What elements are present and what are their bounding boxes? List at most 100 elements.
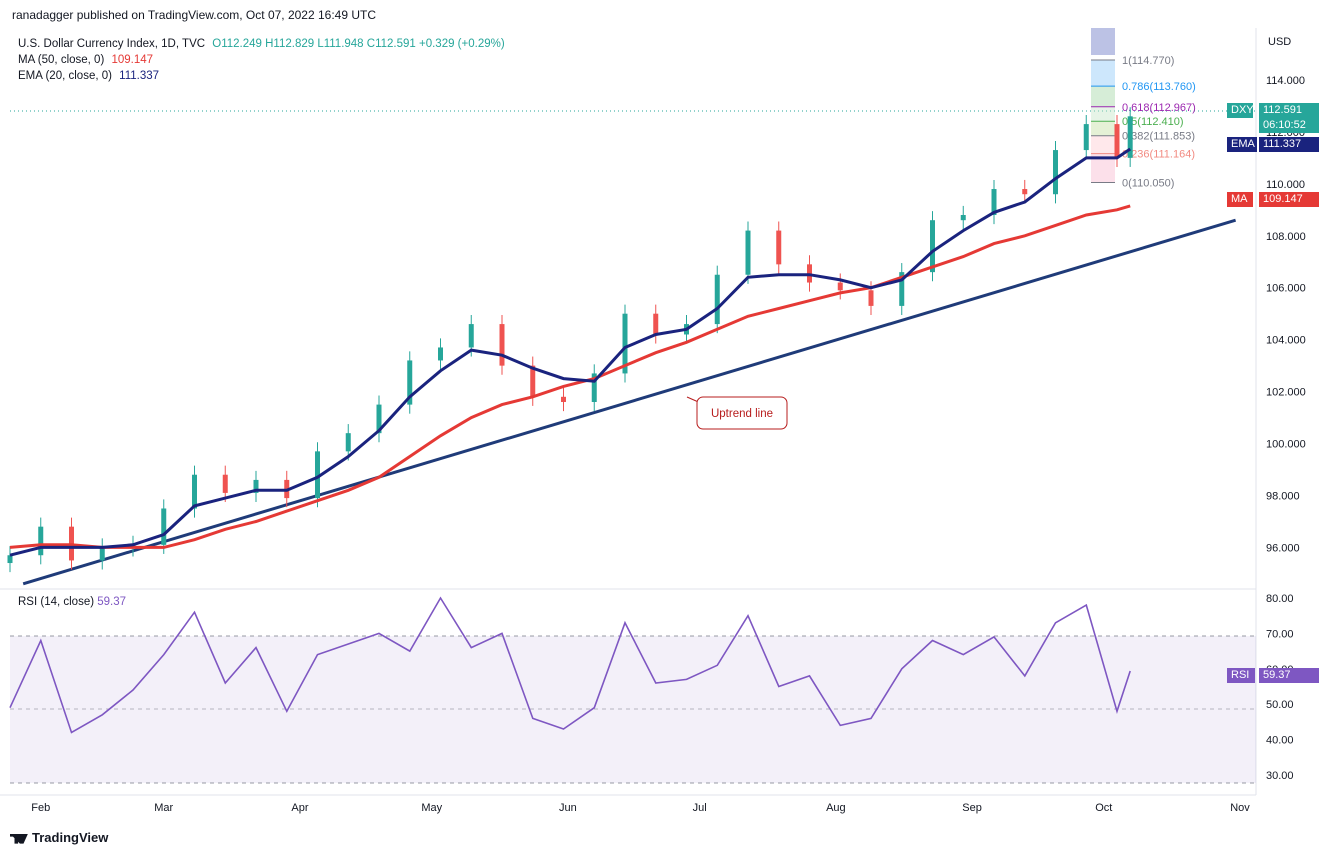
fib-zone xyxy=(1091,59,1115,87)
candle-body xyxy=(622,313,628,374)
candle-body xyxy=(376,404,382,434)
candle-body xyxy=(1053,150,1058,195)
fib-zone xyxy=(1091,121,1115,136)
fib-level-label: 0(110.050) xyxy=(1122,178,1174,190)
candle-body xyxy=(714,274,720,325)
ma-badge-label: MA xyxy=(1227,192,1253,207)
price-tick-label: 98.000 xyxy=(1266,491,1300,503)
annotation-text: Uptrend line xyxy=(711,408,773,420)
price-tick-label: 114.000 xyxy=(1266,75,1305,87)
candlestick-series xyxy=(7,107,1133,573)
price-tick-label: 100.000 xyxy=(1266,439,1306,451)
price-tick-label: 110.000 xyxy=(1266,179,1305,191)
rsi-tick-label: 70.00 xyxy=(1266,628,1294,640)
rsi-legend-label[interactable]: RSI (14, close) xyxy=(18,596,95,608)
ema-legend-label[interactable]: EMA (20, close, 0) xyxy=(18,70,112,82)
candle-body xyxy=(438,347,443,361)
ema-line[interactable] xyxy=(9,147,1132,557)
rsi-legend-value: 59.37 xyxy=(97,596,127,608)
month-tick-label: Sep xyxy=(962,802,982,814)
currency-label: USD xyxy=(1268,36,1291,48)
month-tick-label: Jul xyxy=(693,802,707,814)
tradingview-brand: TradingView xyxy=(32,830,109,845)
rsi-badge-value: 59.37 xyxy=(1259,668,1319,683)
candle-body xyxy=(253,479,259,493)
candle-body xyxy=(345,433,351,452)
publisher-line: ranadagger published on TradingView.com,… xyxy=(12,8,377,22)
time-axis[interactable]: Feb Mar Apr May Jun Jul Aug Sep Oct Nov xyxy=(31,802,1250,814)
candle-body xyxy=(899,272,905,306)
dxy-badge-label: DXY xyxy=(1227,103,1254,118)
chart-legend: U.S. Dollar Currency Index, 1D, TVC O112… xyxy=(18,36,509,84)
price-tick-label: 104.000 xyxy=(1266,335,1306,347)
candle-body xyxy=(1127,116,1133,158)
price-tick-label: 108.000 xyxy=(1266,231,1306,243)
candle-body xyxy=(499,324,505,366)
candle-body xyxy=(530,365,536,397)
fib-zone xyxy=(1091,106,1115,122)
price-tick-label: 106.000 xyxy=(1266,283,1306,295)
candle-body xyxy=(1083,124,1089,151)
candle-body xyxy=(161,508,167,545)
rsi-tick-label: 50.00 xyxy=(1266,699,1294,711)
rsi-tick-label: 80.00 xyxy=(1266,593,1294,605)
price-axis[interactable]: 114.000112.000110.000108.000106.000104.0… xyxy=(1266,75,1306,555)
ma-legend-value: 109.147 xyxy=(111,54,154,66)
candle-body xyxy=(991,189,997,215)
candle-body xyxy=(407,360,413,405)
ma-badge-value: 109.147 xyxy=(1259,192,1319,207)
symbol-label[interactable]: U.S. Dollar Currency Index, 1D, TVC xyxy=(18,38,206,50)
uptrend-line[interactable] xyxy=(22,218,1237,586)
candle-body xyxy=(745,230,751,275)
fib-level-label: 0.382(111.853) xyxy=(1122,131,1195,143)
dxy-badge-value: 112.591 xyxy=(1259,103,1319,118)
candle-body xyxy=(315,451,320,499)
ema-legend-value: 111.337 xyxy=(119,70,160,82)
dxy-badge-timer: 06:10:52 xyxy=(1259,118,1319,133)
fib-top-box xyxy=(1091,28,1115,55)
fib-zone xyxy=(1091,86,1115,107)
candle-body xyxy=(561,396,566,402)
month-tick-label: Apr xyxy=(291,802,308,814)
month-tick-label: Feb xyxy=(31,802,50,814)
rsi-badge-label: RSI xyxy=(1227,668,1255,683)
fib-retracement[interactable]: 1(114.770) 0.786(113.760) 0.618(112.967) 0.… xyxy=(1091,55,1196,190)
candle-body xyxy=(7,555,13,564)
month-tick-label: Jun xyxy=(559,802,577,814)
candle-body xyxy=(930,220,935,273)
ema-badge-value: 111.337 xyxy=(1259,137,1319,152)
fib-level-label: 0.236(111.164) xyxy=(1122,149,1195,161)
ma-legend-label[interactable]: MA (50, close, 0) xyxy=(18,54,105,66)
ma-line[interactable] xyxy=(9,204,1131,549)
uptrend-annotation[interactable]: Uptrend line xyxy=(686,396,788,430)
candle-body xyxy=(38,526,44,556)
candle-body xyxy=(653,313,659,335)
candle-body xyxy=(192,474,197,509)
fib-level-label: 0.618(112.967) xyxy=(1122,102,1196,114)
candle-body xyxy=(591,373,597,402)
rsi-line[interactable] xyxy=(9,596,1131,734)
tradingview-logo[interactable]: TradingView xyxy=(10,830,108,845)
month-tick-label: Oct xyxy=(1095,802,1112,814)
candle-body xyxy=(868,290,874,306)
month-tick-label: May xyxy=(421,802,442,814)
candle-body xyxy=(776,230,782,265)
fib-zone xyxy=(1091,135,1115,154)
month-tick-label: Aug xyxy=(826,802,846,814)
ohlc-values: O112.249 H112.829 L111.948 C112.591 +0.3… xyxy=(212,38,505,50)
price-tick-label: 96.000 xyxy=(1266,542,1300,554)
candle-body xyxy=(960,215,966,221)
ema-badge-label: EMA xyxy=(1227,137,1257,152)
rsi-tick-label: 30.00 xyxy=(1266,770,1294,782)
fib-level-label: 0.5(112.410) xyxy=(1122,116,1184,128)
candle-body xyxy=(837,282,843,291)
candle-body xyxy=(1022,189,1028,195)
tradingview-logo-icon xyxy=(10,833,28,844)
fib-level-label: 1(114.770) xyxy=(1122,55,1174,67)
candle-body xyxy=(222,474,228,493)
annotation-box xyxy=(696,396,788,430)
rsi-band xyxy=(10,636,1256,783)
month-tick-label: Mar xyxy=(154,802,173,814)
